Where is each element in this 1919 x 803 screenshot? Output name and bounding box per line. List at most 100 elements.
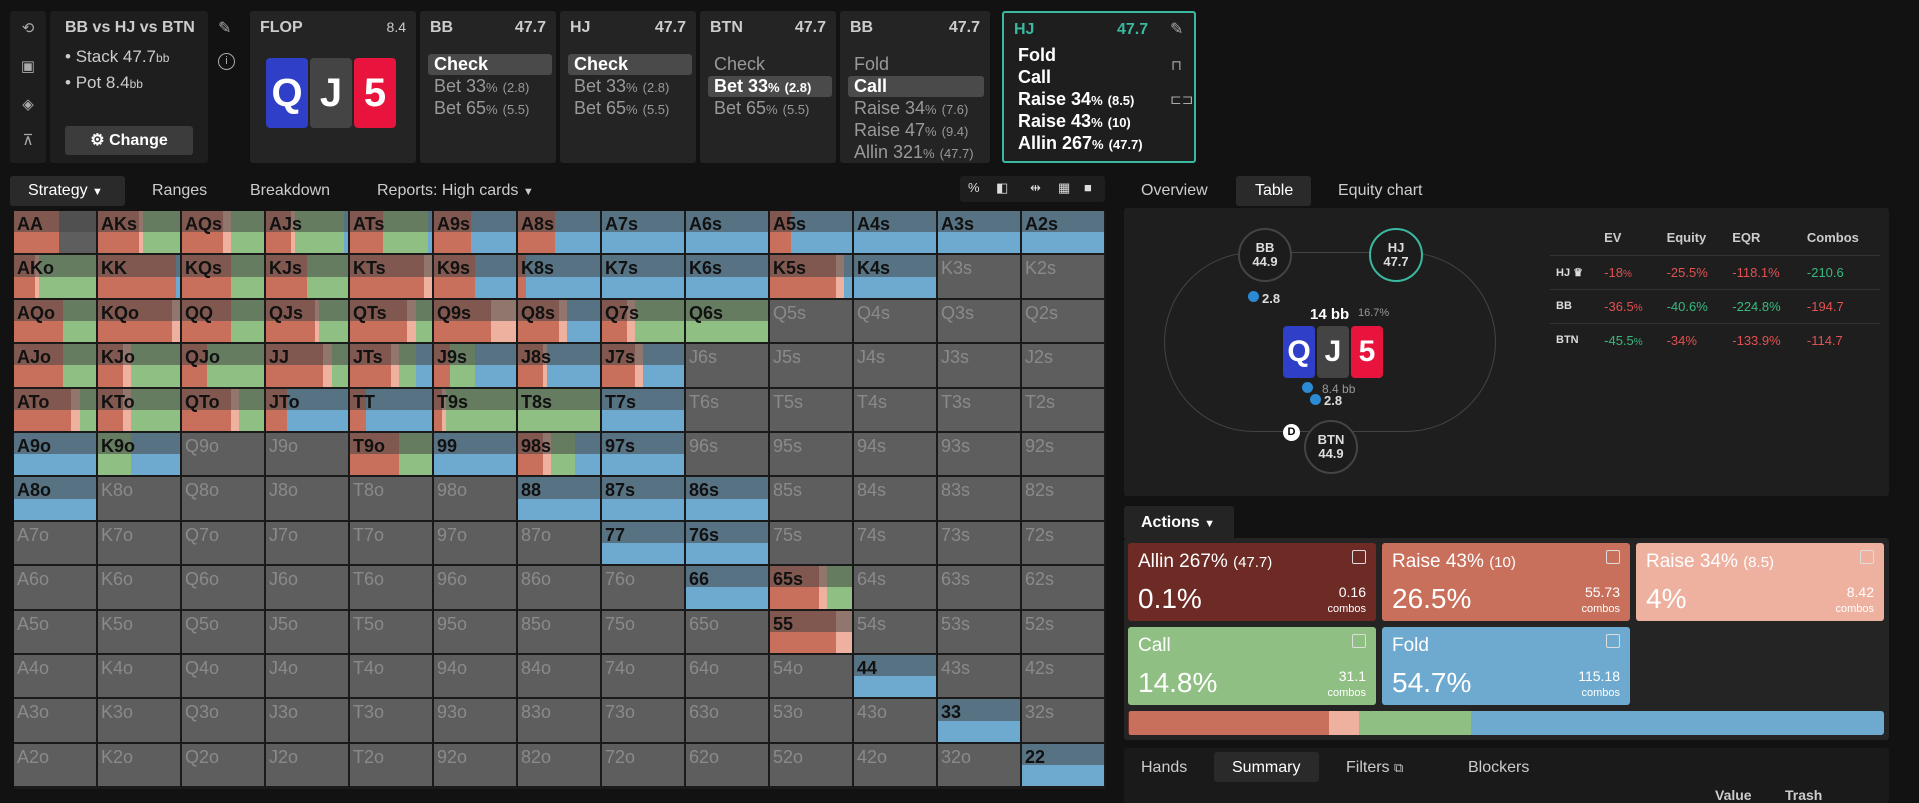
- hand-cell[interactable]: 97s: [602, 433, 684, 476]
- hand-cell[interactable]: A3o: [14, 699, 96, 742]
- hand-cell[interactable]: KJs: [266, 255, 348, 298]
- hand-cell[interactable]: T6s: [686, 388, 768, 431]
- hand-cell[interactable]: KQo: [98, 299, 180, 343]
- hand-cell[interactable]: T5o: [350, 610, 432, 653]
- hand-cell[interactable]: J4o: [266, 655, 348, 698]
- tab-hands[interactable]: Hands: [1141, 759, 1188, 776]
- hand-cell[interactable]: Q2o: [182, 743, 264, 787]
- hand-cell[interactable]: 54s: [854, 610, 936, 653]
- hand-cell[interactable]: 83o: [518, 699, 600, 742]
- action-bet-65[interactable]: Bet 65% (5.5): [574, 98, 670, 118]
- action-box-raise-43[interactable]: Raise 43% (10) 26.5% 55.73 combos: [1382, 543, 1630, 621]
- hand-cell[interactable]: J3s: [938, 344, 1020, 387]
- hand-cell[interactable]: 82o: [518, 743, 600, 787]
- hand-cell[interactable]: T2s: [1022, 388, 1104, 431]
- hand-cell[interactable]: 76o: [602, 566, 684, 609]
- tab-table[interactable]: [1236, 176, 1311, 206]
- save-icon[interactable]: ▣: [20, 58, 36, 75]
- hand-cell[interactable]: K3s: [938, 255, 1020, 298]
- seat-bb[interactable]: BB 44.9: [1238, 228, 1292, 282]
- grid-icon[interactable]: ▦: [1058, 180, 1071, 195]
- hand-cell[interactable]: K3o: [98, 699, 180, 742]
- hand-cell[interactable]: J7s: [602, 344, 684, 387]
- action-bet-33[interactable]: Bet 33% (2.8): [434, 76, 530, 96]
- hand-cell[interactable]: 87s: [602, 477, 684, 520]
- tab-breakdown[interactable]: Breakdown: [250, 182, 331, 199]
- hand-cell[interactable]: J2s: [1022, 344, 1104, 387]
- info-icon[interactable]: i: [218, 53, 235, 70]
- hand-cell[interactable]: JTs: [350, 344, 432, 387]
- hand-cell[interactable]: A5o: [14, 610, 96, 653]
- hand-cell[interactable]: 93s: [938, 433, 1020, 476]
- hand-cell[interactable]: T4s: [854, 388, 936, 431]
- hand-cell[interactable]: A2o: [14, 743, 96, 787]
- note-icon[interactable]: [1860, 550, 1874, 564]
- hand-cell[interactable]: A4o: [14, 655, 96, 698]
- node-bb-1[interactable]: BB 47.7 Check Bet 33% (2.8) Bet 65% (5.5…: [420, 11, 556, 163]
- hand-cell[interactable]: ATs: [350, 211, 432, 254]
- hand-cell[interactable]: 54o: [770, 655, 852, 698]
- action-fold[interactable]: Fold: [1012, 45, 1136, 66]
- node-bb-2[interactable]: BB 47.7 Fold Call Raise 34% (7.6) Raise …: [840, 11, 990, 163]
- action-raise-47[interactable]: Raise 47% (9.4): [854, 120, 969, 140]
- hand-cell[interactable]: QJs: [266, 299, 348, 343]
- hand-cell[interactable]: 33: [938, 699, 1020, 742]
- hand-cell[interactable]: 92s: [1022, 433, 1104, 476]
- hand-cell[interactable]: 73s: [938, 521, 1020, 565]
- hand-cell[interactable]: 77: [602, 521, 684, 565]
- tab-blockers[interactable]: Blockers: [1468, 759, 1530, 776]
- hand-cell[interactable]: 72o: [602, 743, 684, 787]
- hand-cell[interactable]: Q5s: [770, 299, 852, 343]
- action-fold[interactable]: Fold: [848, 54, 972, 75]
- hand-cell[interactable]: T3s: [938, 388, 1020, 431]
- hand-cell[interactable]: 95o: [434, 610, 516, 653]
- actions-dropdown[interactable]: Actions ▼: [1124, 506, 1234, 538]
- hand-cell[interactable]: K4s: [854, 255, 936, 298]
- note-icon[interactable]: [1606, 634, 1620, 648]
- note-icon[interactable]: [1606, 550, 1620, 564]
- action-call[interactable]: Call: [848, 76, 984, 97]
- hand-cell[interactable]: A7s: [602, 211, 684, 254]
- action-check[interactable]: Check: [568, 54, 692, 75]
- hand-cell[interactable]: AKs: [98, 211, 180, 254]
- action-check[interactable]: Check: [428, 54, 552, 75]
- hand-cell[interactable]: K5o: [98, 610, 180, 653]
- hand-cell[interactable]: 62o: [686, 743, 768, 787]
- hand-cell[interactable]: Q3o: [182, 699, 264, 742]
- hand-cell[interactable]: 93o: [434, 699, 516, 742]
- hand-cell[interactable]: T3o: [350, 699, 432, 742]
- square-icon[interactable]: ■: [1084, 180, 1092, 195]
- edit-icon[interactable]: ✎: [1170, 21, 1184, 38]
- hand-cell[interactable]: 95s: [770, 433, 852, 476]
- hand-cell[interactable]: 62s: [1022, 566, 1104, 609]
- hand-cell[interactable]: K8s: [518, 255, 600, 298]
- hand-cell[interactable]: T6o: [350, 566, 432, 609]
- node-hj-1[interactable]: HJ 47.7 Check Bet 33% (2.8) Bet 65% (5.5…: [560, 11, 696, 163]
- note-icon[interactable]: [1352, 550, 1366, 564]
- hand-cell[interactable]: 64o: [686, 655, 768, 698]
- hand-cell[interactable]: K9s: [434, 255, 516, 298]
- hand-cell[interactable]: A6o: [14, 566, 96, 609]
- change-button[interactable]: ⚙ Change: [65, 126, 193, 155]
- hand-cell[interactable]: T2o: [350, 743, 432, 787]
- hand-cell[interactable]: A8o: [14, 477, 96, 520]
- hand-cell[interactable]: KQs: [182, 255, 264, 298]
- hand-cell[interactable]: 42o: [854, 743, 936, 787]
- hand-cell[interactable]: QTs: [350, 299, 432, 343]
- hand-cell[interactable]: Q3s: [938, 299, 1020, 343]
- hand-cell[interactable]: 98s: [518, 433, 600, 476]
- action-bet-33[interactable]: Bet 33% (2.8): [574, 76, 670, 96]
- hand-cell[interactable]: K8o: [98, 477, 180, 520]
- hand-cell[interactable]: 63s: [938, 566, 1020, 609]
- hand-cell[interactable]: 97o: [434, 521, 516, 565]
- hand-cell[interactable]: 83s: [938, 477, 1020, 520]
- hand-cell[interactable]: QJo: [182, 344, 264, 387]
- seat-btn[interactable]: BTN 44.9: [1304, 420, 1358, 474]
- hand-cell[interactable]: 52o: [770, 743, 852, 787]
- hand-cell[interactable]: J9s: [434, 344, 516, 387]
- hand-cell[interactable]: Q4s: [854, 299, 936, 343]
- hand-cell[interactable]: 94s: [854, 433, 936, 476]
- hand-cell[interactable]: AQo: [14, 299, 96, 343]
- hand-cell[interactable]: KTs: [350, 255, 432, 298]
- hand-cell[interactable]: 22: [1022, 743, 1104, 787]
